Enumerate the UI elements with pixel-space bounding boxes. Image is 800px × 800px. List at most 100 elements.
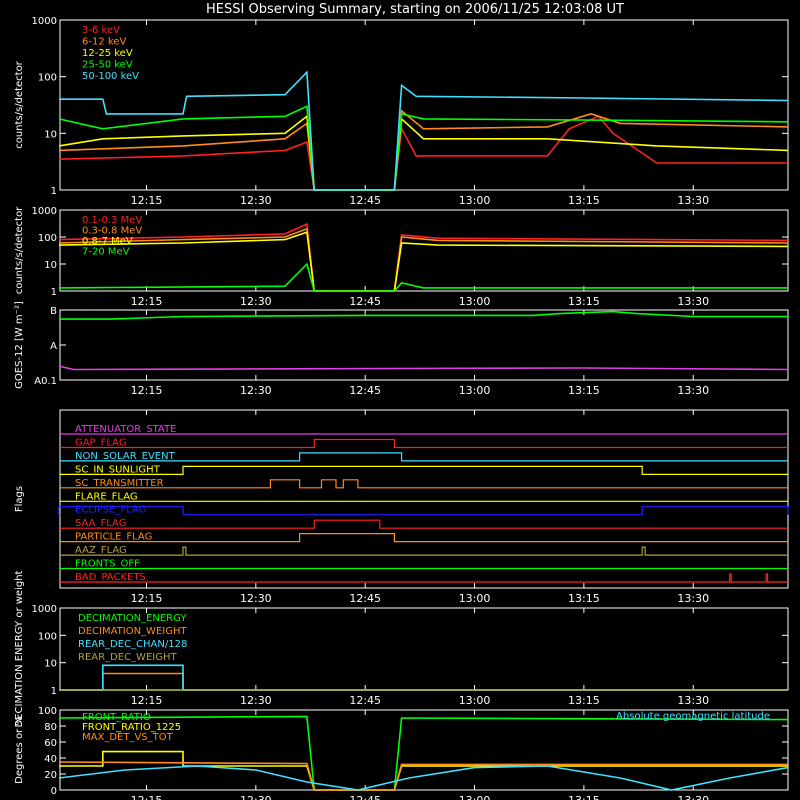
y-tick-label: 100 [38, 631, 57, 642]
flag-label: ECLIPSE_FLAG [75, 505, 146, 516]
flag-trace-gap-flag [60, 438, 788, 449]
x-tick-label: 13:00 [459, 295, 491, 308]
x-tick-label: 13:15 [568, 794, 600, 800]
y-tick-label: 1 [51, 686, 57, 697]
x-tick-label: 13:30 [677, 194, 709, 207]
y-axis-label: counts/s/detector [14, 206, 25, 294]
y-axis-label: GOES-12 [W m⁻²] [14, 301, 25, 389]
flag-label: AAZ_FLAG [75, 545, 127, 556]
series-line-front-ratio-1225 [59, 750, 788, 791]
legend-entry: 25-50 keV [82, 60, 133, 71]
x-tick-label: 12:45 [349, 384, 381, 397]
y-tick-label: 1000 [32, 16, 57, 27]
x-tick-label: 13:00 [459, 194, 491, 207]
x-tick-label: 12:45 [349, 592, 381, 605]
flag-label: GAP_FLAG [75, 437, 127, 448]
flag-trace-bad-packets [60, 573, 788, 583]
x-tick-label: 12:30 [240, 794, 272, 800]
series-line-50-100-kev [59, 70, 789, 191]
legend-entry: 12-25 keV [82, 48, 133, 59]
series-line-goes-0 [59, 310, 788, 320]
x-tick-label: 13:30 [677, 384, 709, 397]
x-tick-label: 12:15 [131, 194, 163, 207]
flag-label: SAA_FLAG [75, 518, 126, 529]
legend-entry: MAX_DET_VS_TOT [82, 732, 174, 743]
flag-trace-aaz-flag [60, 546, 788, 556]
series-line-ratios-3 [58, 765, 789, 791]
x-tick-label: 13:00 [459, 694, 491, 707]
panel-frame-flags [59, 409, 789, 589]
x-tick-label: 13:15 [568, 694, 600, 707]
flag-trace-non-solar-event [60, 452, 788, 462]
series-line-6-12-kev [58, 109, 789, 191]
y-tick-label: 100 [38, 233, 57, 244]
flag-label: FRONTS_OFF [75, 559, 140, 570]
series-line-0-3-0-8-mev [58, 227, 789, 292]
x-tick-label: 12:45 [349, 295, 381, 308]
flag-label: SC_TRANSMITTER [75, 478, 164, 489]
legend-entry: REAR_DEC_CHAN/128 [78, 639, 187, 650]
flag-label: PARTICLE_FLAG [75, 532, 152, 543]
flag-label: NON_SOLAR_EVENT [75, 451, 176, 462]
y-tick-label: 1000 [32, 604, 57, 615]
y-tick-label: 1 [51, 186, 57, 197]
legend-entry: 6-12 keV [82, 37, 126, 48]
series-line-decimation-weight [59, 672, 788, 691]
x-tick-label: 12:30 [240, 694, 272, 707]
y-tick-label: B [50, 306, 57, 317]
y-tick-label: 1 [51, 287, 57, 298]
panel-frame-ratios [59, 709, 789, 791]
flag-label: FLARE_FLAG [75, 491, 138, 502]
x-tick-label: 12:45 [349, 694, 381, 707]
y-tick-label: 10 [44, 659, 57, 670]
flag-trace-particle-flag [60, 532, 788, 543]
legend-entry: 0.1-0.3 MeV [82, 215, 142, 226]
x-tick-label: 13:30 [677, 694, 709, 707]
y-tick-label: 80 [44, 722, 57, 733]
series-line-rear-dec-chan-128 [59, 664, 788, 691]
y-tick-label: 20 [44, 770, 57, 781]
y-tick-label: 40 [44, 754, 57, 765]
x-tick-label: 12:15 [131, 295, 163, 308]
legend-entry: 7-20 MeV [82, 247, 130, 258]
y-tick-label: 100 [38, 706, 57, 717]
flag-label: ATTENUATOR_STATE [75, 424, 176, 435]
legend-entry: 0.3-0.8 MeV [82, 226, 142, 237]
legend-entry: DECIMATION_WEIGHT [78, 626, 187, 637]
x-tick-label: 13:15 [568, 295, 600, 308]
x-tick-label: 13:15 [568, 194, 600, 207]
flag-trace-eclipse-flag [58, 506, 789, 516]
flag-label: BAD_PACKETS [75, 572, 146, 583]
x-tick-label: 12:45 [349, 194, 381, 207]
y-tick-label: 60 [44, 738, 57, 749]
panel-frame-low-energy [59, 19, 789, 191]
x-tick-label: 13:00 [459, 384, 491, 397]
x-tick-label: 13:30 [677, 794, 709, 800]
series-line-goes-1 [58, 365, 789, 371]
x-tick-label: 13:30 [677, 295, 709, 308]
x-tick-label: 12:15 [131, 384, 163, 397]
x-tick-label: 12:45 [349, 794, 381, 800]
y-tick-label: 1000 [32, 206, 57, 217]
series-line-25-50-kev [58, 105, 789, 191]
x-tick-label: 12:30 [240, 592, 272, 605]
series-line-12-25-kev [58, 114, 789, 191]
legend-entry: 50-100 keV [82, 71, 139, 82]
y-axis-label: Degrees or % [14, 716, 25, 784]
y-tick-label: A [50, 341, 57, 352]
x-tick-label: 12:30 [240, 384, 272, 397]
legend-entry: 3-6 keV [82, 25, 120, 36]
panel-frame-high-energy [59, 209, 789, 292]
x-tick-label: 13:15 [568, 384, 600, 397]
x-tick-label: 12:30 [240, 194, 272, 207]
y-axis-label: counts/s/detector [14, 60, 25, 148]
series-line-0-1-0-3-mev [58, 222, 789, 292]
series-line-0-8-7-mev [58, 231, 789, 292]
y-tick-label: 100 [38, 73, 57, 84]
flag-label: SC_IN_SUNLIGHT [75, 464, 161, 475]
chart-title: HESSI Observing Summary, starting on 200… [206, 2, 624, 17]
x-tick-label: 12:15 [131, 794, 163, 800]
series-line-3-6-kev [58, 115, 788, 191]
y-tick-label: A0.1 [34, 376, 57, 387]
